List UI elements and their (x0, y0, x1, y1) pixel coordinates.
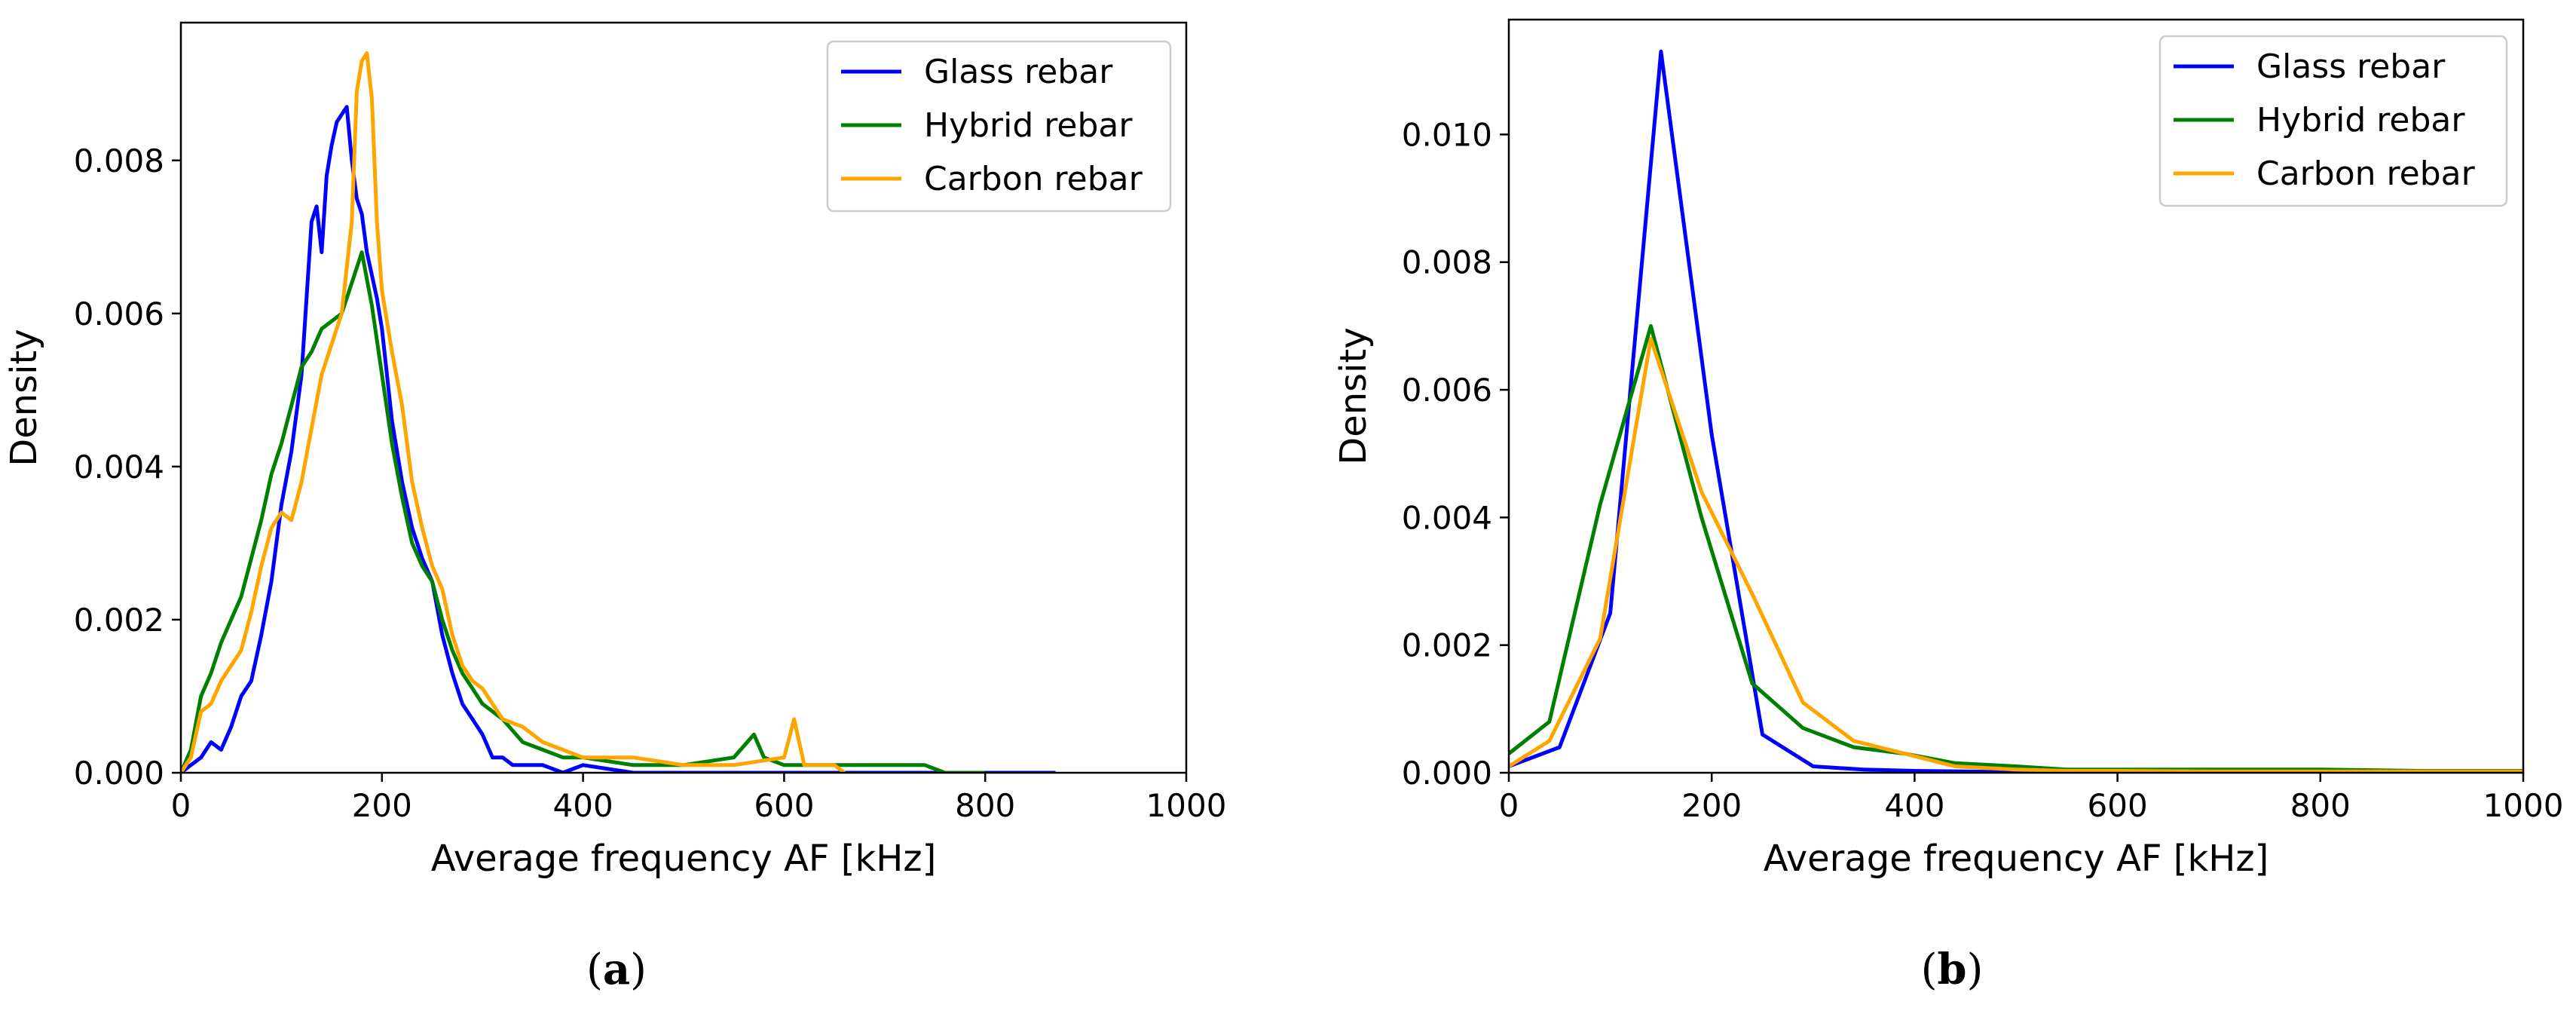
y-tick-label: 0.002 (1402, 627, 1492, 664)
plot-frame (1507, 18, 2525, 774)
x-tick-label: 600 (2088, 787, 2148, 824)
legend: Glass rebar Hybrid rebar Carbon rebar (2158, 35, 2508, 207)
y-tick-label: 0.010 (1402, 116, 1492, 153)
legend-label: Glass rebar (924, 53, 1113, 91)
x-axis-label: Average frequency AF [kHz] (431, 838, 937, 880)
panel-caption: (a) (586, 945, 647, 994)
y-tick-label: 0.002 (74, 602, 164, 639)
legend-box (826, 40, 1172, 213)
legend-label: Glass rebar (2256, 47, 2446, 86)
series-line-hybrid-rebar (1509, 323, 2523, 773)
x-tick-label: 1000 (2483, 787, 2564, 824)
panel-caption: (b) (1921, 945, 1984, 994)
series-line-hybrid-rebar (181, 250, 986, 773)
x-tick-label: 800 (2290, 787, 2351, 824)
series-line-glass-rebar (1509, 49, 2523, 773)
series-line-glass-rebar (181, 105, 1056, 773)
plot-frame (179, 21, 1188, 774)
series-line-carbon-rebar (1509, 336, 2523, 773)
chart-panel-b: 0 200 400 600 800 1000 0.000 0.002 0.004 0.006 0.0… (1332, 18, 2564, 994)
y-axis-label: Density (1332, 327, 1375, 464)
chart-panel-a: 0 200 400 600 800 1000 0.000 0.002 0.004 0.006 0.0… (3, 21, 1227, 994)
x-tick-label: 400 (553, 787, 613, 824)
legend-label: Hybrid rebar (924, 106, 1133, 145)
x-tick-label: 400 (1884, 787, 1944, 824)
legend-label: Carbon rebar (924, 160, 1143, 198)
y-tick-label: 0.004 (1402, 499, 1492, 536)
x-tick-label: 200 (1681, 787, 1742, 824)
y-tick-label: 0.004 (74, 449, 164, 486)
y-tick-label: 0.006 (74, 296, 164, 332)
legend-label: Hybrid rebar (2256, 101, 2465, 139)
series-line-carbon-rebar (181, 51, 846, 773)
x-tick-label: 1000 (1146, 787, 1227, 824)
x-tick-label: 200 (352, 787, 412, 824)
x-tick-label: 0 (171, 787, 191, 824)
y-tick-label: 0.008 (1402, 244, 1492, 281)
x-axis-label: Average frequency AF [kHz] (1764, 838, 2269, 880)
x-tick-label: 800 (955, 787, 1015, 824)
legend-box (2158, 35, 2508, 207)
y-tick-label: 0.000 (1402, 755, 1492, 792)
x-tick-label: 600 (754, 787, 814, 824)
x-tick-label: 0 (1499, 787, 1519, 824)
y-tick-label: 0.006 (1402, 372, 1492, 409)
legend: Glass rebar Hybrid rebar Carbon rebar (826, 40, 1172, 213)
y-tick-label: 0.008 (74, 142, 164, 179)
y-axis-label: Density (3, 329, 45, 466)
y-tick-label: 0.000 (74, 755, 164, 792)
legend-label: Carbon rebar (2256, 155, 2476, 193)
